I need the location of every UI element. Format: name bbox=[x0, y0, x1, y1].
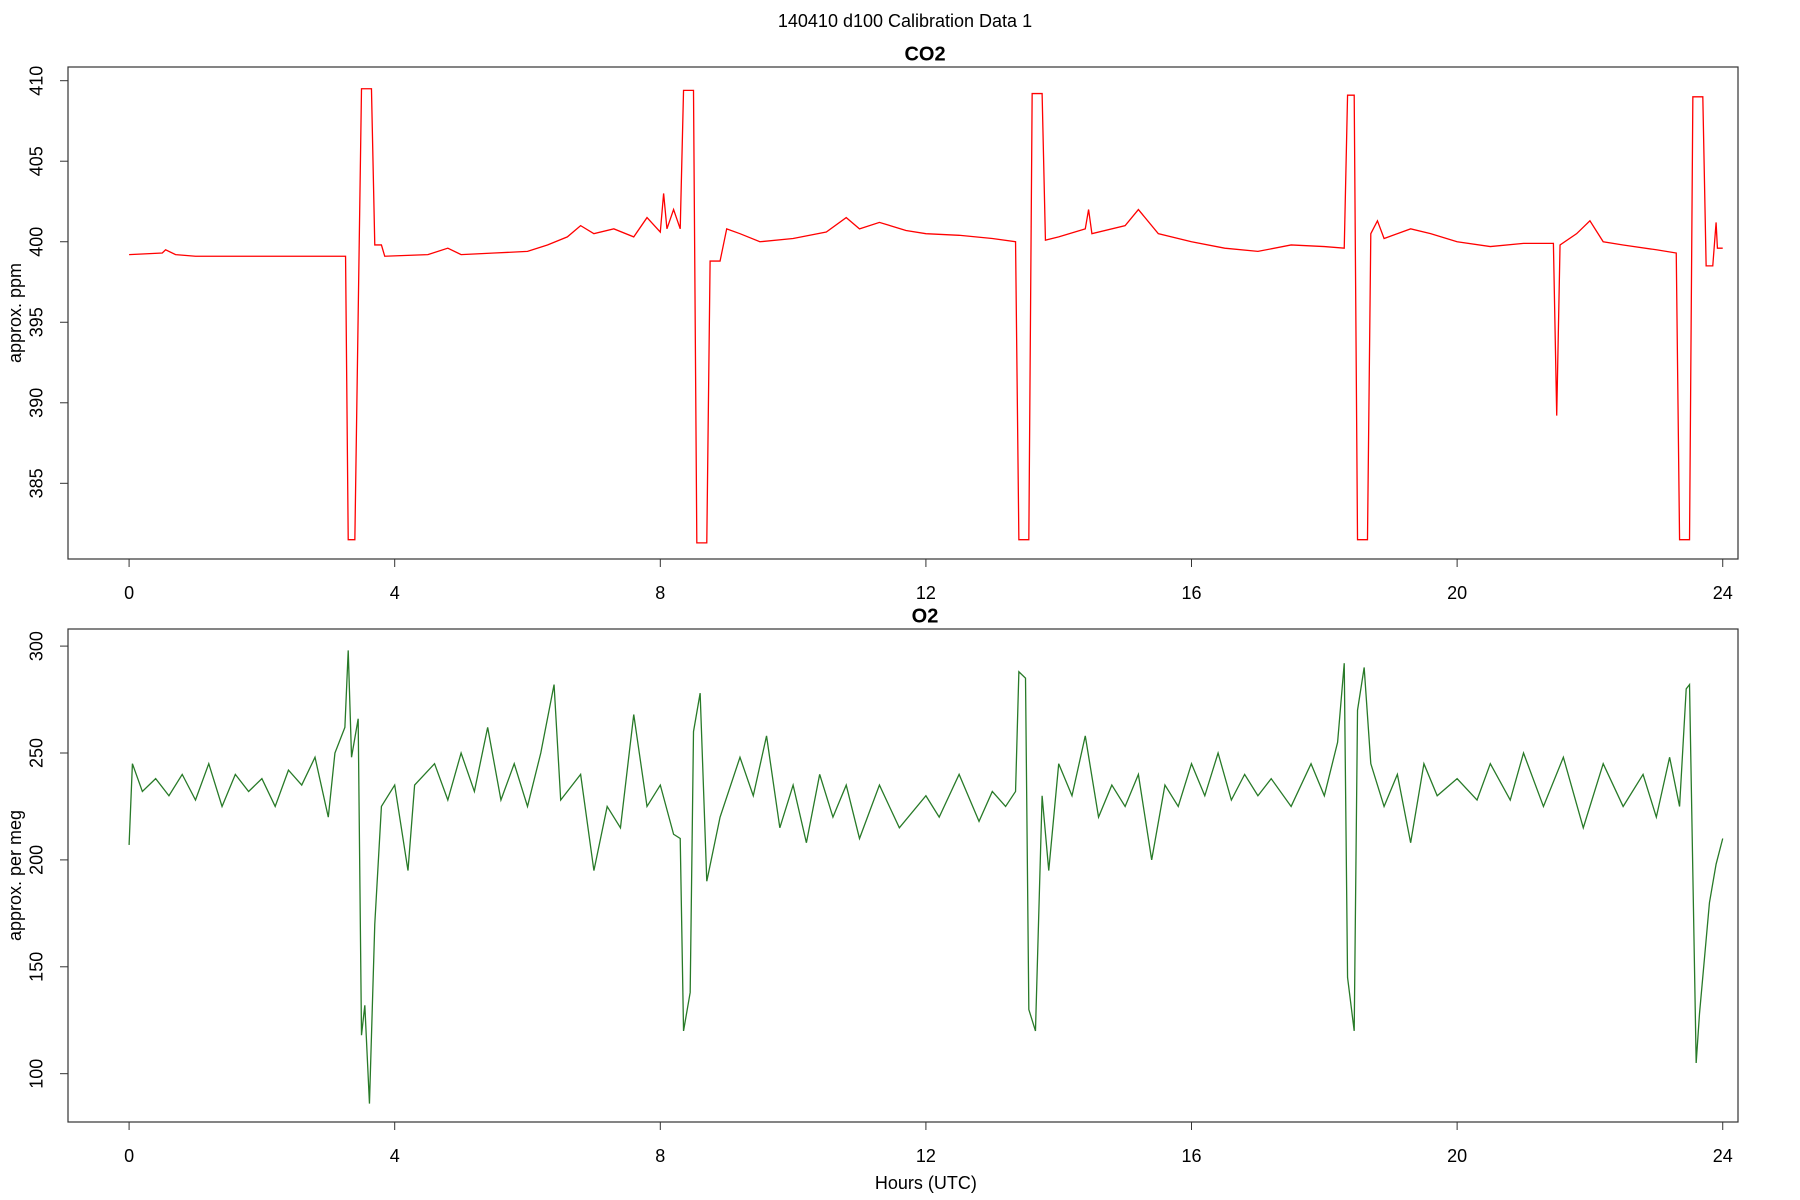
y-tick-label: 390 bbox=[27, 388, 47, 418]
x-tick-label: 20 bbox=[1447, 583, 1467, 603]
x-tick-label: 16 bbox=[1181, 583, 1201, 603]
x-tick-label: 0 bbox=[124, 583, 134, 603]
y-axis-label: approx. ppm bbox=[5, 263, 25, 363]
y-tick-label: 100 bbox=[27, 1059, 47, 1089]
x-tick-label: 16 bbox=[1181, 1146, 1201, 1166]
x-tick-label: 4 bbox=[390, 583, 400, 603]
panel-title: CO2 bbox=[904, 43, 945, 65]
data-line bbox=[128, 650, 1724, 1104]
y-tick-label: 395 bbox=[27, 307, 47, 337]
plot-frame bbox=[67, 66, 1739, 560]
y-tick-label: 385 bbox=[27, 468, 47, 498]
x-axis-label: Hours (UTC) bbox=[875, 1173, 977, 1193]
x-tick-label: 24 bbox=[1713, 583, 1733, 603]
panel-title: O2 bbox=[912, 605, 939, 627]
y-axis-label: approx. per meg bbox=[5, 810, 25, 941]
y-tick-label: 300 bbox=[27, 631, 47, 661]
y-tick-label: 250 bbox=[27, 738, 47, 768]
plot-frame bbox=[67, 628, 1739, 1123]
x-tick-label: 12 bbox=[916, 583, 936, 603]
x-tick-label: 12 bbox=[916, 1146, 936, 1166]
y-tick-label: 405 bbox=[27, 146, 47, 176]
y-tick-label: 150 bbox=[27, 952, 47, 982]
x-tick-label: 24 bbox=[1713, 1146, 1733, 1166]
y-tick-label: 400 bbox=[27, 227, 47, 257]
x-tick-label: 0 bbox=[124, 1146, 134, 1166]
figure-title: 140410 d100 Calibration Data 1 bbox=[778, 11, 1032, 31]
y-tick-label: 200 bbox=[27, 845, 47, 875]
x-tick-label: 20 bbox=[1447, 1146, 1467, 1166]
x-tick-label: 8 bbox=[655, 583, 665, 603]
x-tick-label: 8 bbox=[655, 1146, 665, 1166]
data-line bbox=[129, 88, 1723, 544]
x-tick-label: 4 bbox=[390, 1146, 400, 1166]
y-tick-label: 410 bbox=[27, 66, 47, 96]
